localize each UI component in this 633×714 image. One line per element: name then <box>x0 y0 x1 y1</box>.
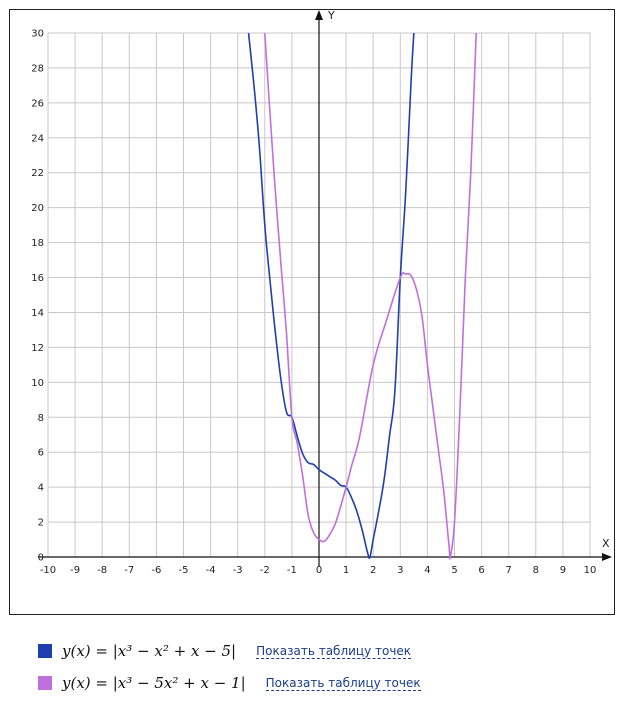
x-tick-label: -2 <box>260 565 270 576</box>
x-tick-label: 3 <box>397 565 403 576</box>
y-axis-arrow <box>315 10 323 20</box>
y-tick-label: 8 <box>38 413 44 424</box>
y-tick-label: 22 <box>31 168 44 179</box>
legend-item-2: y(x) = |x³ − 5x² + x − 1| Показать табли… <box>38 672 598 694</box>
x-tick-label: 4 <box>424 565 430 576</box>
legend: y(x) = |x³ − x² + x − 5| Показать таблиц… <box>38 640 598 704</box>
y-tick-label: 18 <box>31 238 44 249</box>
y-tick-label: 24 <box>31 133 44 144</box>
series-2-line <box>264 32 477 560</box>
y-tick-label: 14 <box>31 308 44 319</box>
x-tick-label: -9 <box>70 565 80 576</box>
plot-frame: X Y -10 -9 -8 -7 -6 -5 -4 -3 -2 -1 0 1 2 3 4 5 6 7 8 9 10 0 2 4 6 8… <box>9 9 615 615</box>
y-tick-label: 12 <box>31 343 44 354</box>
series-1-formula: y(x) = |x³ − x² + x − 5| <box>62 642 237 660</box>
x-tick-label: -5 <box>179 565 189 576</box>
y-tick-label: 26 <box>31 98 44 109</box>
x-tick-label: 6 <box>478 565 484 576</box>
y-tick-label: 28 <box>31 63 44 74</box>
x-tick-label: -8 <box>97 565 107 576</box>
show-points-table-link-1[interactable]: Показать таблицу точек <box>256 643 412 659</box>
plot-svg: XY-10 -9 -8 -7 -6 -5 -4 -3 -2 -1 0 1 2 3 4 5 6 7 8 9 1002468… <box>31 10 612 576</box>
x-tick-label: -1 <box>287 565 297 576</box>
y-tick-label: 20 <box>31 203 44 214</box>
series-2-formula: y(x) = |x³ − 5x² + x − 1| <box>62 674 246 692</box>
y-tick-label: 0 <box>38 553 44 564</box>
x-tick-label: 7 <box>506 565 512 576</box>
x-tick-label: 8 <box>533 565 539 576</box>
x-tick-label: -10 <box>40 565 56 576</box>
x-tick-label: -3 <box>233 565 243 576</box>
y-tick-label: 4 <box>38 483 44 494</box>
y-tick-label: 30 <box>31 29 44 40</box>
x-tick-label: 9 <box>560 565 566 576</box>
x-tick-label: -6 <box>151 565 161 576</box>
x-tick-label: 5 <box>451 565 457 576</box>
x-tick-label: -7 <box>124 565 134 576</box>
x-tick-label: 10 <box>584 565 597 576</box>
series-1-swatch <box>38 644 52 658</box>
y-tick-label: 16 <box>31 273 44 284</box>
legend-item-1: y(x) = |x³ − x² + x − 5| Показать таблиц… <box>38 640 598 662</box>
y-tick-label: 10 <box>31 378 44 389</box>
x-tick-label: 1 <box>343 565 349 576</box>
series-2-swatch <box>38 676 52 690</box>
x-axis-label: X <box>602 537 610 550</box>
x-tick-label: 0 <box>316 565 322 576</box>
x-tick-label: -4 <box>206 565 216 576</box>
x-tick-label: 2 <box>370 565 376 576</box>
y-tick-label: 6 <box>38 448 44 459</box>
x-axis-arrow <box>602 553 612 561</box>
y-tick-label: 2 <box>38 518 44 529</box>
y-axis-label: Y <box>327 10 335 22</box>
show-points-table-link-2[interactable]: Показать таблицу точек <box>265 675 421 691</box>
series-1-line <box>247 32 415 560</box>
